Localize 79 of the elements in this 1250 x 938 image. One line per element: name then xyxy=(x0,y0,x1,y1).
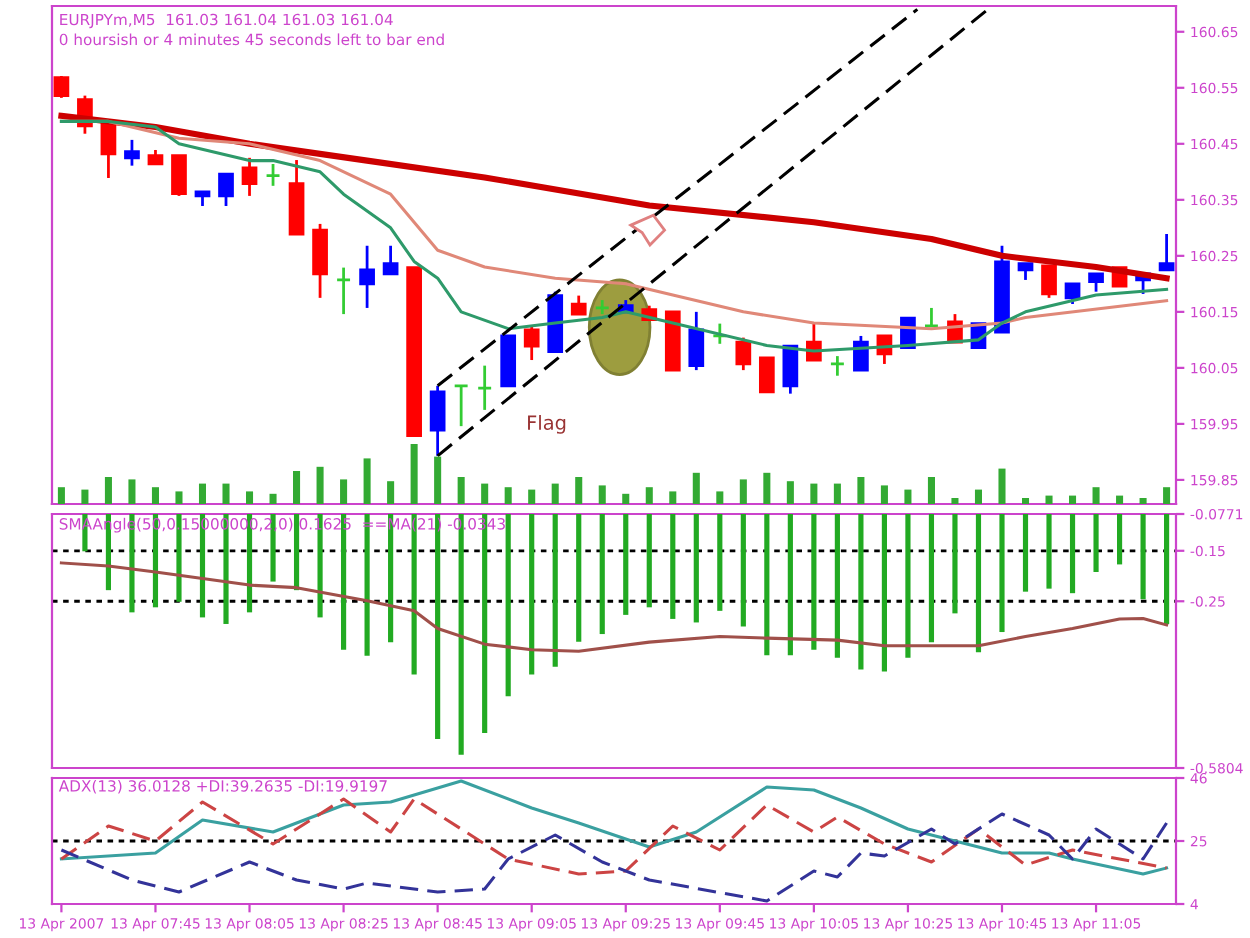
bar xyxy=(1021,498,1030,504)
candlestick xyxy=(265,162,281,188)
candlestick xyxy=(453,384,470,428)
candlestick xyxy=(476,364,493,412)
candlestick xyxy=(853,334,869,372)
bar xyxy=(951,498,959,504)
line-series xyxy=(59,797,1169,876)
bar xyxy=(81,489,89,504)
bar xyxy=(340,479,348,504)
candlestick xyxy=(570,294,587,316)
candlestick xyxy=(218,172,234,208)
bar xyxy=(927,477,935,504)
bar xyxy=(1163,487,1171,504)
bar xyxy=(316,466,324,504)
bar xyxy=(810,483,818,504)
bar xyxy=(622,493,630,504)
bar xyxy=(528,489,536,504)
candlestick xyxy=(758,356,775,394)
candlestick xyxy=(241,156,258,198)
candlestick xyxy=(53,74,70,100)
candlestick xyxy=(1041,264,1057,300)
line-series xyxy=(59,561,1169,653)
bar xyxy=(833,483,841,504)
candlestick xyxy=(124,138,140,168)
bar xyxy=(151,487,159,504)
bar xyxy=(434,456,442,504)
bar xyxy=(57,487,65,504)
bar xyxy=(504,487,512,504)
bar xyxy=(763,472,771,504)
bar xyxy=(175,491,183,504)
bar xyxy=(293,471,301,504)
bar xyxy=(880,485,888,504)
bar xyxy=(598,485,606,504)
candlestick xyxy=(711,322,728,346)
bar xyxy=(481,483,489,504)
bar xyxy=(1139,498,1147,504)
bar xyxy=(1069,495,1077,504)
candlestick xyxy=(312,222,328,300)
bar xyxy=(575,477,583,504)
bar xyxy=(1045,495,1053,504)
annotation: Flag xyxy=(528,414,566,434)
bar xyxy=(410,444,418,504)
bar xyxy=(739,479,747,504)
candlestick xyxy=(735,336,752,372)
bar xyxy=(246,491,254,504)
candlestick xyxy=(359,244,375,310)
candlestick xyxy=(594,298,611,316)
candlestick xyxy=(1064,282,1081,306)
candlestick xyxy=(335,266,352,316)
bar xyxy=(269,493,277,504)
bar xyxy=(457,477,465,504)
bar xyxy=(1092,487,1100,504)
line-series xyxy=(58,112,1170,282)
bar xyxy=(716,491,724,504)
candlestick xyxy=(382,244,399,276)
bar xyxy=(198,483,207,504)
bar xyxy=(645,487,653,504)
bar xyxy=(551,483,559,504)
bar xyxy=(363,458,371,504)
candlestick xyxy=(923,306,940,328)
candlestick xyxy=(523,324,540,362)
bar xyxy=(1116,495,1124,504)
bar xyxy=(222,483,230,504)
bar xyxy=(974,489,982,504)
candlestick xyxy=(688,310,705,372)
bar xyxy=(857,477,865,504)
bar xyxy=(669,491,677,504)
candlestick xyxy=(829,354,846,378)
line-series xyxy=(59,812,1169,903)
bar xyxy=(104,477,112,504)
line-series xyxy=(59,779,1169,876)
bar xyxy=(904,489,912,504)
bar xyxy=(998,468,1006,504)
bar xyxy=(128,479,136,504)
bar xyxy=(692,472,700,504)
bar xyxy=(786,481,794,504)
candlestick xyxy=(171,154,187,198)
candlestick xyxy=(100,122,117,180)
bar xyxy=(387,481,395,504)
